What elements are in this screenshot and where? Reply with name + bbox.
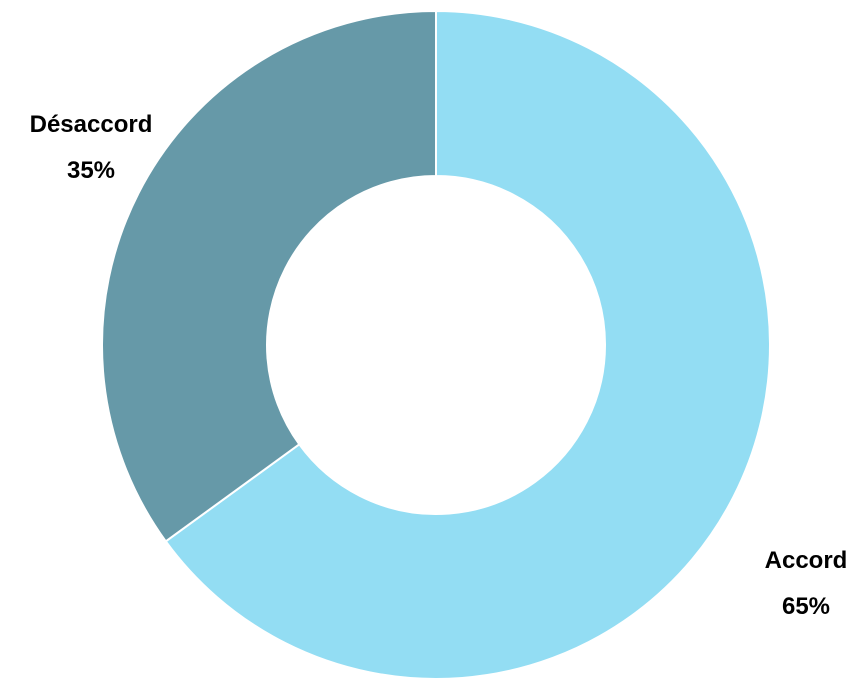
slice-label-accord: Accord <box>765 547 848 574</box>
slice-label-desaccord: Désaccord <box>30 111 153 138</box>
slices-group <box>101 9 771 680</box>
slice-value-accord: 65% <box>782 593 830 620</box>
slice-value-desaccord: 35% <box>67 157 115 184</box>
slice-desaccord <box>101 9 437 543</box>
slice-accord <box>164 9 771 680</box>
